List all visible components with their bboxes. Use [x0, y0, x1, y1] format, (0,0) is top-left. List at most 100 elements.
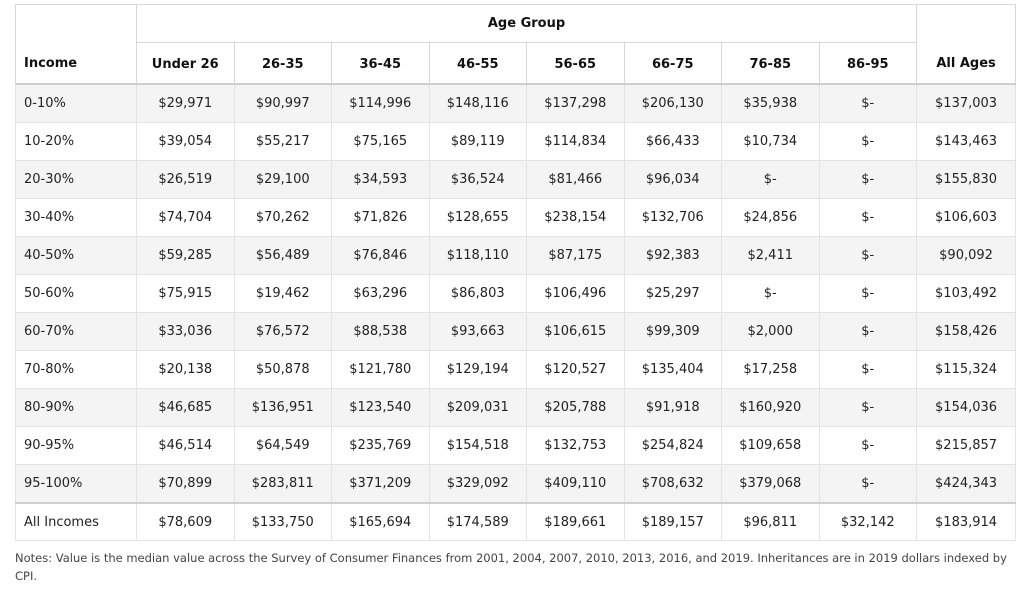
table-cell: $91,918 [623, 388, 722, 427]
table-cell: $92,383 [623, 236, 722, 275]
table-cell: $- [818, 426, 917, 465]
table-cell: $174,589 [428, 502, 527, 541]
income-bracket-label: 95-100% [15, 464, 137, 504]
table-cell: $39,054 [136, 122, 234, 161]
table-cell: $33,036 [136, 312, 234, 351]
table-cell: $29,100 [233, 160, 332, 199]
income-bracket-label: All Incomes [15, 502, 137, 541]
table-cell: $35,938 [721, 84, 819, 123]
income-bracket-label: 0-10% [15, 84, 137, 123]
table-cell: $238,154 [526, 198, 624, 237]
table-cell: $121,780 [331, 350, 429, 389]
table-cell: $254,824 [623, 426, 722, 465]
table-cell: $78,609 [136, 502, 234, 541]
table-cell: $55,217 [233, 122, 332, 161]
table-row: 90-95% $46,514 $64,549 $235,769 $154,518 $132… [15, 426, 1017, 465]
table-cell: $17,258 [721, 350, 819, 389]
table-cell: $96,034 [623, 160, 722, 199]
table-cell: $26,519 [136, 160, 234, 199]
table-cell: $123,540 [331, 388, 429, 427]
table-cell: $128,655 [428, 198, 527, 237]
header-corner-right [916, 4, 1017, 43]
table-cell: $329,092 [428, 464, 527, 504]
table-cell: $75,915 [136, 274, 234, 313]
age-column-header: Under 26 [136, 42, 234, 85]
table-cell: $56,489 [233, 236, 332, 275]
table-cell: $165,694 [331, 502, 429, 541]
table-cell: $25,297 [623, 274, 722, 313]
table-cell: $2,000 [721, 312, 819, 351]
table-cell: $75,165 [331, 122, 429, 161]
table-cell: $88,538 [331, 312, 429, 351]
income-bracket-label: 20-30% [15, 160, 137, 199]
table-cell: $114,996 [331, 84, 429, 123]
table-row: 40-50% $59,285 $56,489 $76,846 $118,110 $87,1… [15, 236, 1017, 275]
table-row: 20-30% $26,519 $29,100 $34,593 $36,524 $81,46… [15, 160, 1017, 199]
table-cell: $99,309 [623, 312, 722, 351]
table-cell: $106,615 [526, 312, 624, 351]
income-bracket-label: 60-70% [15, 312, 137, 351]
income-bracket-label: 40-50% [15, 236, 137, 275]
table-cell: $148,116 [428, 84, 527, 123]
table-cell: $76,846 [331, 236, 429, 275]
table-cell: $86,803 [428, 274, 527, 313]
age-column-header: 66-75 [623, 42, 722, 85]
table-cell: $- [721, 160, 819, 199]
age-column-header: 46-55 [428, 42, 527, 85]
all-ages-cell: $155,830 [916, 160, 1017, 199]
all-ages-cell: $215,857 [916, 426, 1017, 465]
table-cell: $371,209 [331, 464, 429, 504]
all-ages-cell: $106,603 [916, 198, 1017, 237]
table-cell: $- [818, 312, 917, 351]
table-cell: $132,706 [623, 198, 722, 237]
table-cell: $20,138 [136, 350, 234, 389]
table-cell: $106,496 [526, 274, 624, 313]
table-cell: $74,704 [136, 198, 234, 237]
table-cell: $71,826 [331, 198, 429, 237]
table-cell: $133,750 [233, 502, 332, 541]
table-cell: $136,951 [233, 388, 332, 427]
table-cell: $120,527 [526, 350, 624, 389]
age-column-header: 36-45 [331, 42, 429, 85]
table-cell: $205,788 [526, 388, 624, 427]
table-cell: $708,632 [623, 464, 722, 504]
table-row: 30-40% $74,704 $70,262 $71,826 $128,655 $238,… [15, 198, 1017, 237]
table-cell: $- [818, 160, 917, 199]
table-cell: $235,769 [331, 426, 429, 465]
table-cell: $70,899 [136, 464, 234, 504]
all-ages-cell: $154,036 [916, 388, 1017, 427]
table-cell: $- [818, 122, 917, 161]
table-cell: $87,175 [526, 236, 624, 275]
inheritance-table: Age Group Income Under 26 26-35 36-45 46… [15, 4, 1017, 541]
all-ages-cell: $158,426 [916, 312, 1017, 351]
table-cell: $129,194 [428, 350, 527, 389]
table-cell: $379,068 [721, 464, 819, 504]
table-cell: $90,997 [233, 84, 332, 123]
income-bracket-label: 90-95% [15, 426, 137, 465]
table-cell: $36,524 [428, 160, 527, 199]
table-cell: $160,920 [721, 388, 819, 427]
table-cell: $70,262 [233, 198, 332, 237]
table-cell: $283,811 [233, 464, 332, 504]
age-column-header: 76-85 [721, 42, 819, 85]
income-bracket-label: 10-20% [15, 122, 137, 161]
table-cell: $24,856 [721, 198, 819, 237]
table-cell: $63,296 [331, 274, 429, 313]
table-cell: $- [721, 274, 819, 313]
table-cell: $19,462 [233, 274, 332, 313]
all-ages-cell: $424,343 [916, 464, 1017, 504]
table-cell: $409,110 [526, 464, 624, 504]
table-row: 70-80% $20,138 $50,878 $121,780 $129,194 $120… [15, 350, 1017, 389]
total-row: All Incomes $78,609 $133,750 $165,694 $174,5… [15, 502, 1017, 541]
table-cell: $46,514 [136, 426, 234, 465]
all-ages-cell: $143,463 [916, 122, 1017, 161]
age-column-header: 86-95 [818, 42, 917, 85]
age-column-header: 26-35 [233, 42, 332, 85]
table-row: 50-60% $75,915 $19,462 $63,296 $86,803 $106,4… [15, 274, 1017, 313]
table-cell: $34,593 [331, 160, 429, 199]
table-cell: $206,130 [623, 84, 722, 123]
table-cell: $- [818, 464, 917, 504]
table-cell: $109,658 [721, 426, 819, 465]
table-cell: $209,031 [428, 388, 527, 427]
table-cell: $64,549 [233, 426, 332, 465]
